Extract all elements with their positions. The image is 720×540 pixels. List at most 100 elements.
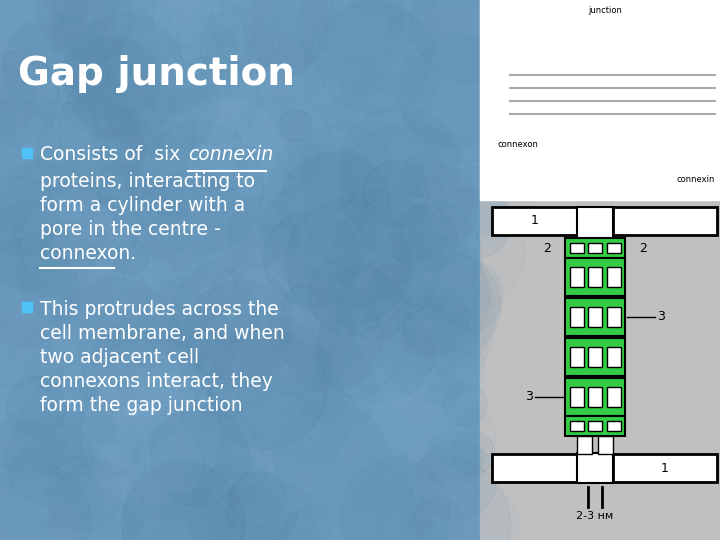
Text: pore in the centre -: pore in the centre - (40, 220, 220, 239)
Circle shape (285, 200, 411, 326)
Circle shape (207, 487, 287, 540)
Text: junction: junction (588, 6, 622, 15)
Circle shape (237, 271, 289, 322)
Circle shape (298, 154, 356, 213)
Circle shape (286, 278, 356, 349)
Circle shape (14, 85, 91, 161)
Circle shape (377, 457, 510, 540)
Circle shape (0, 421, 79, 540)
Circle shape (228, 200, 294, 266)
Circle shape (0, 449, 21, 489)
Circle shape (0, 64, 36, 136)
Bar (606, 307, 621, 327)
Text: 1: 1 (531, 214, 539, 227)
Text: This protrudes across the: This protrudes across the (40, 300, 279, 319)
Circle shape (333, 402, 400, 470)
Circle shape (404, 304, 471, 371)
Circle shape (148, 318, 184, 353)
Circle shape (198, 287, 305, 393)
Bar (577, 453, 613, 483)
Bar (0, 0, 480, 540)
Text: connexons interact, they: connexons interact, they (40, 372, 273, 391)
Circle shape (318, 286, 436, 404)
Circle shape (335, 263, 411, 340)
Bar (565, 258, 625, 296)
Circle shape (46, 325, 165, 443)
Bar (613, 454, 717, 482)
Circle shape (339, 106, 459, 226)
Text: 2: 2 (639, 241, 647, 254)
Bar (492, 454, 577, 482)
Circle shape (438, 167, 509, 238)
Circle shape (120, 9, 224, 113)
Circle shape (312, 326, 374, 387)
Bar (588, 243, 602, 253)
Text: 1: 1 (661, 462, 669, 475)
Circle shape (19, 221, 125, 328)
Text: Consists of  six: Consists of six (40, 145, 186, 164)
Circle shape (22, 195, 117, 290)
Circle shape (298, 211, 358, 271)
Circle shape (238, 0, 364, 107)
Circle shape (326, 223, 414, 310)
Circle shape (171, 260, 291, 380)
Bar (565, 416, 625, 436)
Circle shape (258, 145, 395, 282)
Circle shape (0, 0, 89, 79)
Circle shape (339, 124, 474, 259)
Circle shape (284, 505, 345, 540)
Text: proteins, interacting to: proteins, interacting to (40, 172, 255, 191)
Circle shape (298, 370, 351, 423)
Circle shape (211, 0, 334, 78)
Circle shape (137, 260, 176, 299)
Circle shape (272, 512, 318, 540)
Circle shape (363, 160, 428, 226)
Circle shape (353, 199, 481, 327)
Bar (606, 347, 621, 367)
Bar (606, 421, 621, 431)
Bar (565, 238, 625, 258)
Circle shape (334, 302, 440, 409)
Circle shape (234, 96, 333, 194)
Circle shape (279, 110, 312, 142)
Circle shape (426, 258, 503, 334)
Circle shape (206, 411, 316, 522)
Text: connexon.: connexon. (40, 244, 136, 263)
Bar (22, 148, 32, 158)
Circle shape (318, 1, 431, 114)
Text: 2-3 нм: 2-3 нм (577, 511, 613, 521)
Circle shape (196, 99, 276, 180)
Circle shape (63, 15, 185, 136)
Circle shape (279, 152, 390, 263)
Circle shape (73, 410, 141, 478)
Circle shape (411, 0, 536, 84)
Circle shape (117, 0, 252, 87)
Circle shape (122, 462, 244, 540)
Circle shape (303, 2, 440, 139)
Circle shape (243, 0, 328, 70)
Bar (480, 0, 720, 200)
Circle shape (147, 45, 275, 173)
Circle shape (230, 471, 286, 527)
Bar (606, 267, 621, 287)
Circle shape (18, 380, 116, 478)
Text: 3: 3 (657, 310, 665, 323)
Circle shape (125, 458, 235, 540)
Circle shape (0, 358, 20, 393)
Bar (606, 243, 621, 253)
Circle shape (174, 14, 254, 94)
Circle shape (427, 372, 462, 407)
Bar (606, 387, 621, 407)
Circle shape (263, 44, 325, 106)
Bar (588, 387, 602, 407)
Text: 3: 3 (525, 390, 533, 403)
Circle shape (4, 15, 109, 120)
Circle shape (202, 271, 234, 302)
Bar (492, 207, 577, 235)
Circle shape (120, 66, 214, 160)
Circle shape (13, 215, 53, 256)
Circle shape (181, 401, 212, 433)
Circle shape (208, 330, 326, 449)
Circle shape (327, 217, 382, 272)
Bar (577, 207, 613, 240)
